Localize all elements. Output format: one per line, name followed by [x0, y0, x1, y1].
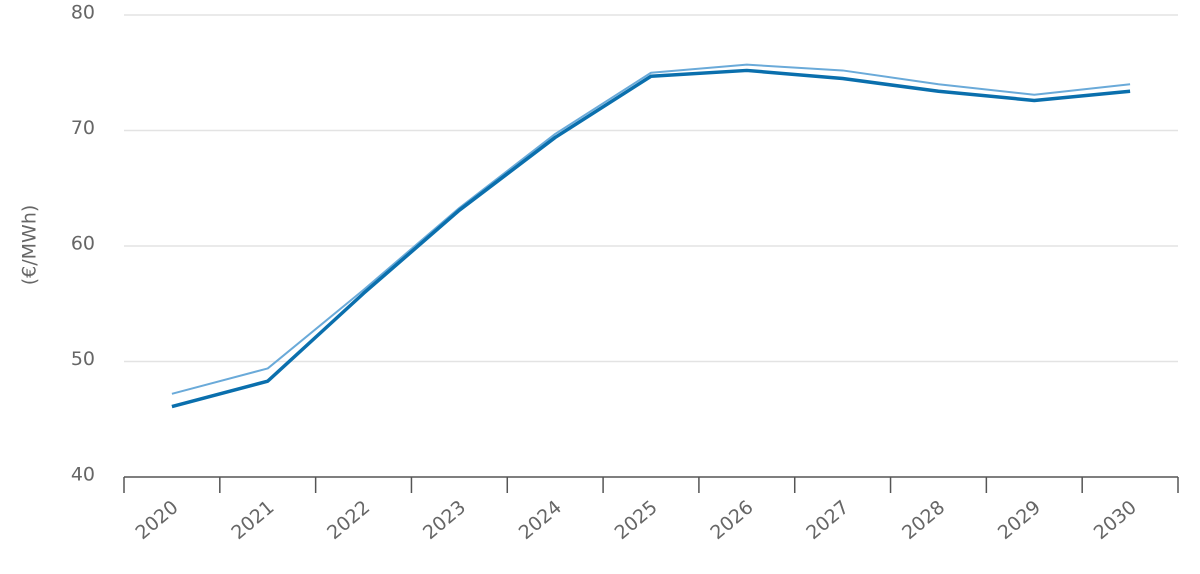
y-tick-label: 50: [71, 348, 95, 370]
line-series: [171, 68, 1131, 409]
x-tick-label: 2029: [994, 496, 1045, 544]
y-axis-label: (€/MWh): [19, 205, 41, 286]
x-tick-label: 2027: [802, 496, 853, 544]
x-tick-label: 2024: [515, 496, 566, 544]
x-tick-label: 2030: [1090, 496, 1141, 544]
x-tick-label: 2020: [131, 496, 182, 544]
x-tick-label: 2023: [419, 496, 470, 544]
x-tick-label: 2022: [323, 496, 374, 544]
x-tick-label: 2021: [227, 496, 278, 544]
x-tick-label: 2025: [611, 496, 662, 544]
x-tick-label: 2028: [898, 496, 949, 544]
line-series: [171, 63, 1131, 395]
y-tick-label: 60: [71, 233, 95, 255]
x-tick-label: 2026: [706, 496, 757, 544]
y-tick-label: 40: [71, 464, 95, 486]
y-tick-label: 80: [71, 2, 95, 24]
y-tick-label: 70: [71, 117, 95, 139]
